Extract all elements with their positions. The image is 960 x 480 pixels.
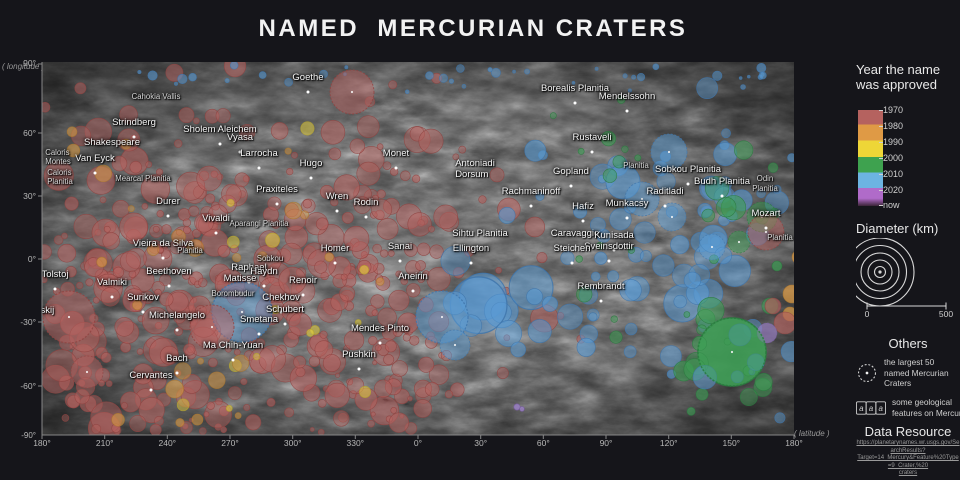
svg-text:-90°: -90°: [21, 431, 36, 440]
svg-text:180°: 180°: [33, 438, 51, 448]
svg-text:180°: 180°: [785, 438, 803, 448]
svg-text:-30°: -30°: [20, 317, 36, 327]
svg-text:500: 500: [939, 309, 953, 318]
svg-text:a: a: [869, 404, 874, 413]
svg-text:210°: 210°: [96, 438, 114, 448]
svg-text:0: 0: [865, 309, 870, 318]
svg-text:60°: 60°: [23, 128, 36, 138]
svg-text:240°: 240°: [159, 438, 177, 448]
svg-text:-60°: -60°: [20, 381, 36, 391]
svg-text:330°: 330°: [347, 438, 365, 448]
svg-text:30°: 30°: [474, 438, 487, 448]
svg-text:a: a: [859, 404, 864, 413]
svg-text:90°: 90°: [600, 438, 613, 448]
svg-text:150°: 150°: [723, 438, 741, 448]
svg-text:30°: 30°: [23, 191, 36, 201]
svg-text:270°: 270°: [221, 438, 239, 448]
svg-text:300°: 300°: [284, 438, 302, 448]
svg-text:0°: 0°: [414, 438, 422, 448]
svg-text:120°: 120°: [660, 438, 678, 448]
svg-text:0°: 0°: [28, 254, 36, 264]
svg-text:60°: 60°: [537, 438, 550, 448]
svg-text:a: a: [878, 404, 883, 413]
